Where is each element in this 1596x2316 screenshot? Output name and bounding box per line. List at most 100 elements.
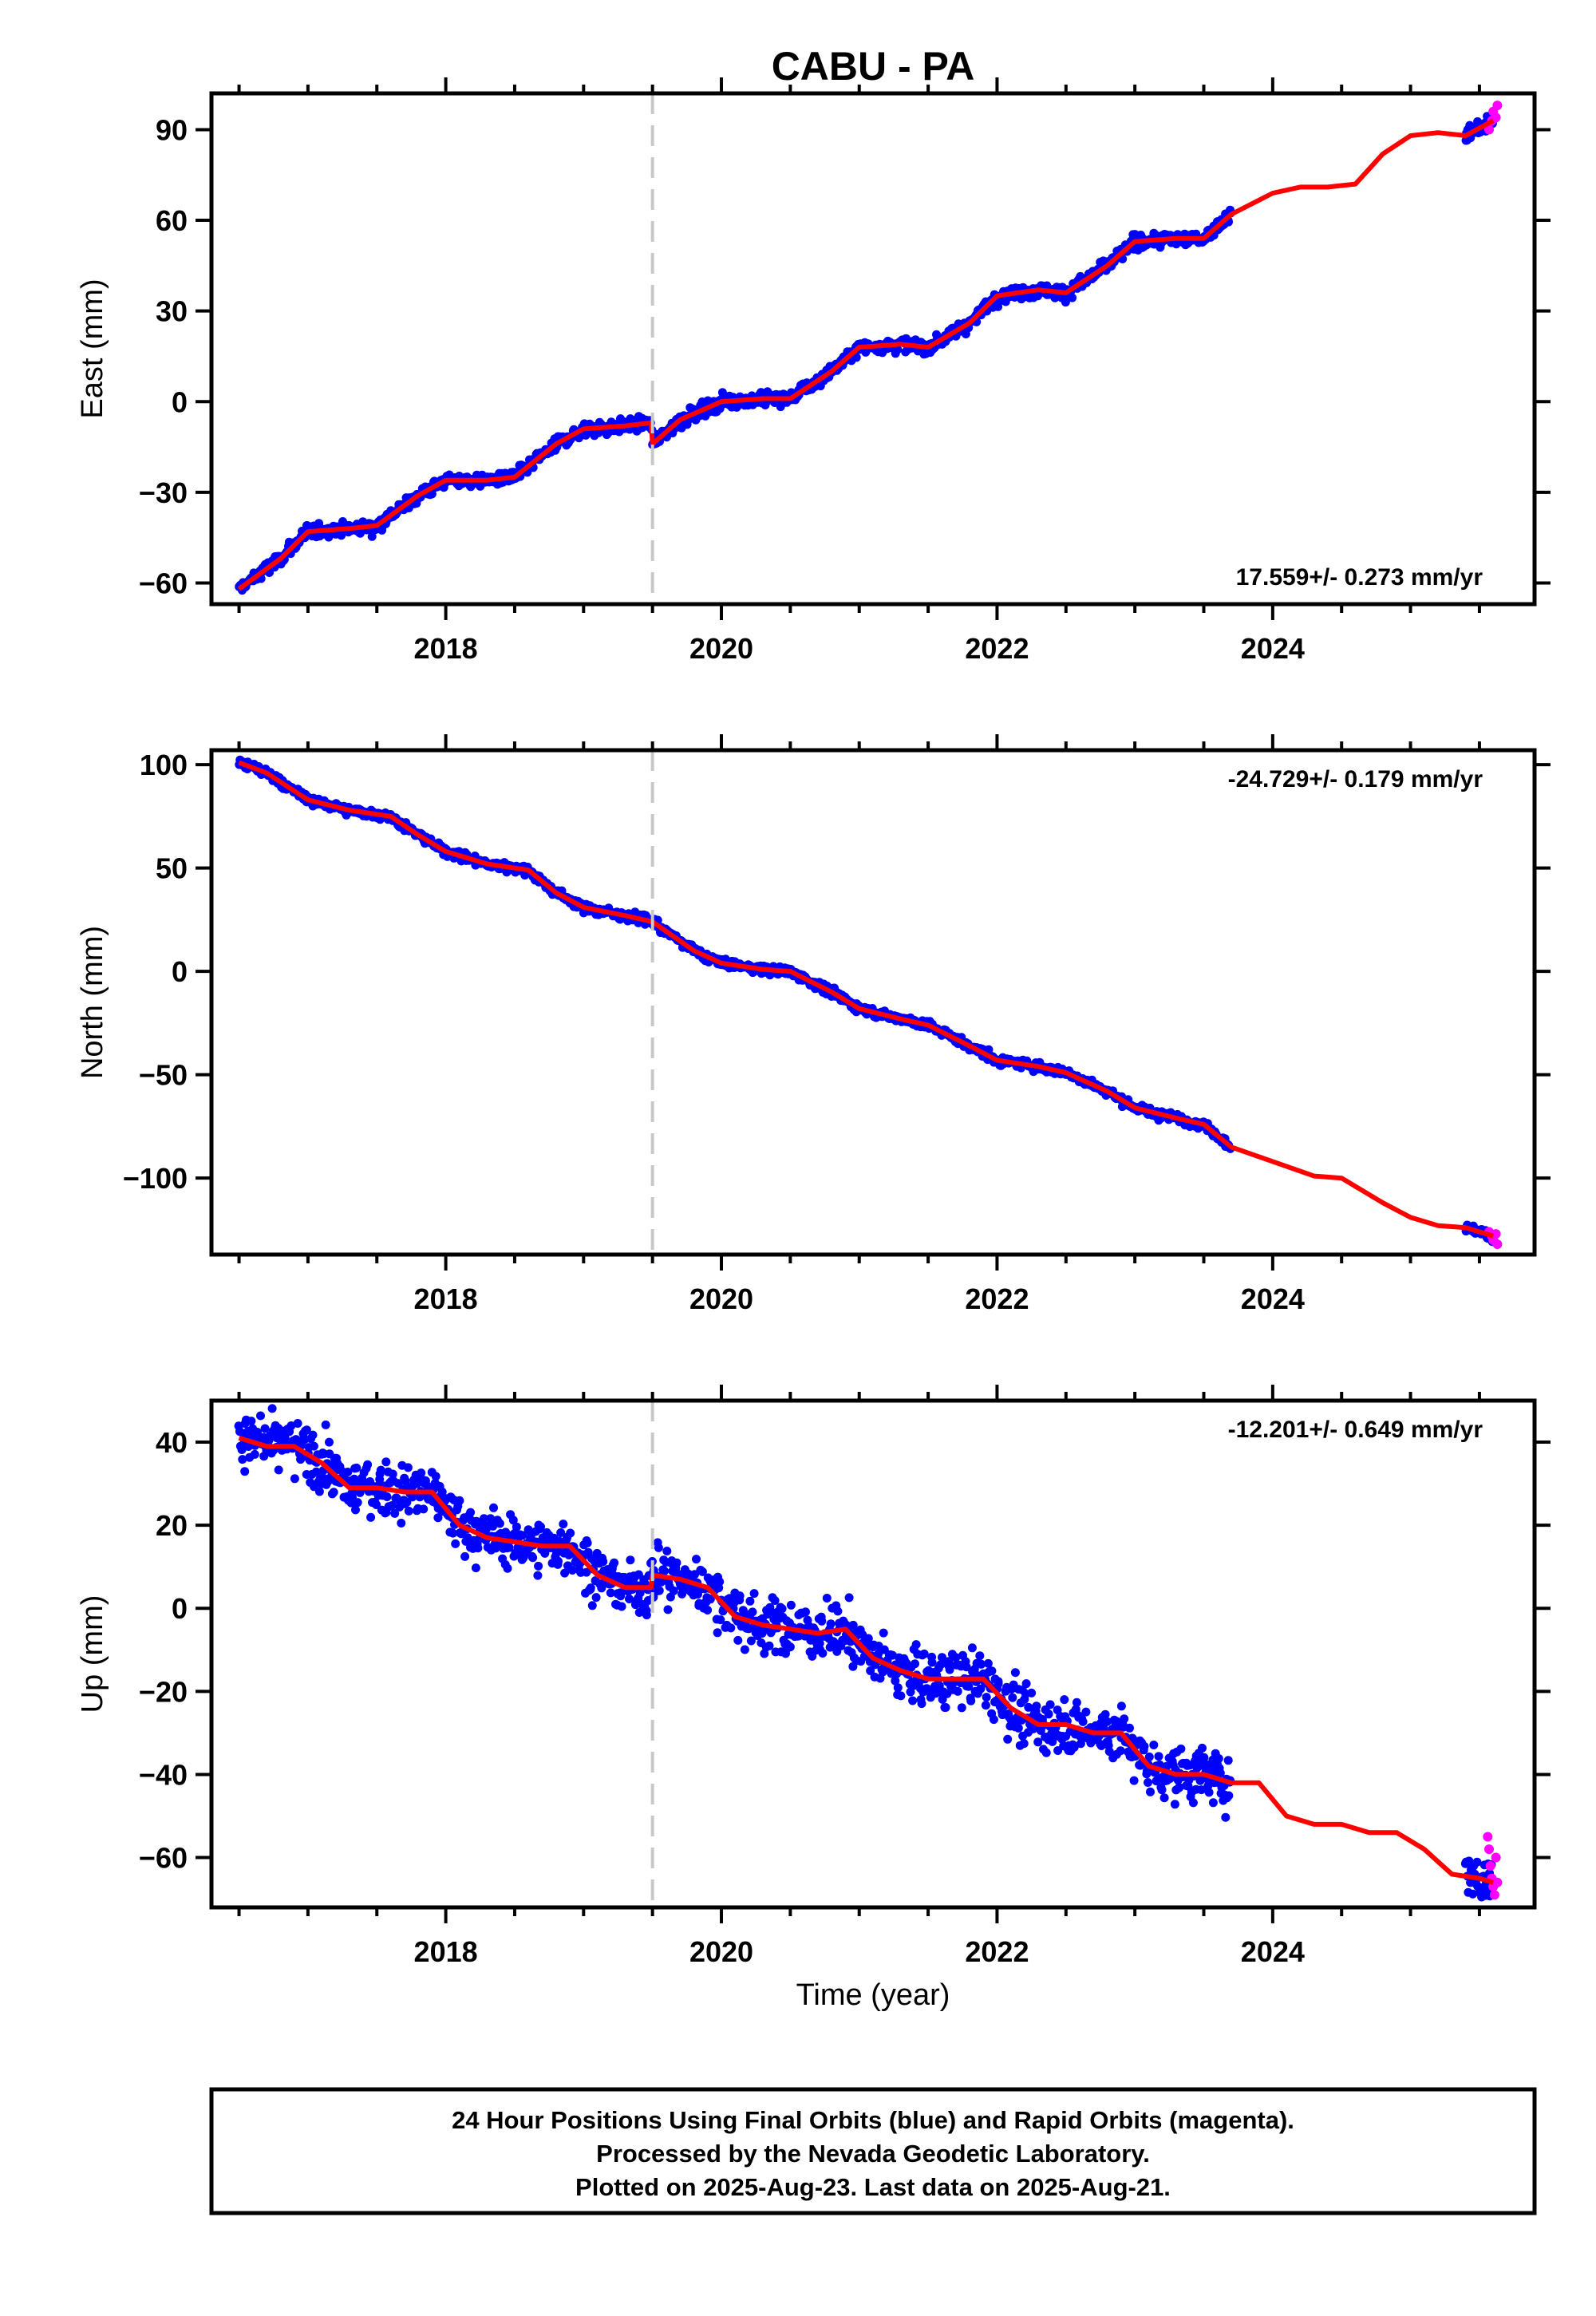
up-y-tick-label: 0	[172, 1592, 188, 1625]
up-final-point	[1045, 1700, 1055, 1709]
up-final-point	[654, 1543, 663, 1552]
up-final-point	[713, 1628, 722, 1638]
up-final-point	[1157, 1785, 1167, 1795]
up-final-point	[848, 1620, 858, 1630]
up-final-point	[567, 1566, 577, 1575]
up-final-point	[314, 1487, 324, 1496]
east-y-tick-label: −30	[139, 476, 188, 509]
up-final-point	[967, 1643, 977, 1653]
up-final-point	[471, 1563, 480, 1573]
up-final-point	[489, 1503, 498, 1512]
up-final-point	[376, 1465, 385, 1475]
up-final-point	[1019, 1739, 1029, 1749]
north-rapid-point	[1491, 1229, 1501, 1239]
east-axis-label: East (mm)	[76, 279, 109, 418]
up-final-point	[587, 1601, 597, 1611]
up-rapid-point	[1483, 1832, 1493, 1842]
up-final-point	[1176, 1744, 1186, 1753]
up-final-point	[745, 1596, 755, 1606]
up-final-point	[325, 1437, 334, 1447]
up-final-point	[1060, 1695, 1069, 1705]
up-final-point	[387, 1501, 397, 1510]
up-ticks: 2018 2020 2022 2024 −60 −40 −20 0 20 40	[139, 1385, 1551, 1968]
up-final-point	[1027, 1688, 1037, 1697]
up-model-line	[238, 1435, 1495, 1885]
east-rapid-points	[1484, 101, 1503, 135]
up-final-point	[329, 1488, 338, 1497]
up-final-point	[451, 1539, 460, 1548]
up-final-point	[1144, 1778, 1152, 1787]
up-frame	[209, 1398, 1537, 1910]
north-y-tick-label: −50	[139, 1059, 188, 1092]
up-final-point	[309, 1441, 318, 1451]
up-final-point	[290, 1474, 299, 1484]
up-final-point	[610, 1558, 619, 1567]
up-final-point	[366, 1512, 376, 1522]
up-final-point	[1081, 1707, 1091, 1717]
up-final-point	[250, 1449, 259, 1459]
up-y-tick-label: −40	[139, 1758, 188, 1791]
up-final-point	[381, 1457, 391, 1467]
up-final-point	[672, 1558, 681, 1567]
footer-box: 24 Hour Positions Using Final Orbits (bl…	[209, 2087, 1537, 2215]
up-final-point	[528, 1553, 538, 1563]
up-final-point	[1044, 1709, 1053, 1719]
up-y-tick-label: 40	[156, 1426, 188, 1459]
east-y-tick-label: 0	[172, 385, 188, 418]
east-x-tick-label: 2024	[1241, 632, 1305, 665]
up-final-point	[1024, 1702, 1033, 1712]
up-final-point	[390, 1508, 400, 1518]
north-axis-label: North (mm)	[76, 926, 109, 1079]
up-final-point	[957, 1703, 966, 1713]
east-x-tick-label: 2022	[965, 632, 1029, 665]
up-final-point	[1175, 1783, 1184, 1792]
north-y-tick-label: −100	[123, 1162, 188, 1195]
up-final-point	[786, 1600, 796, 1610]
up-final-point	[746, 1636, 756, 1646]
up-final-point	[240, 1467, 250, 1476]
up-final-point	[777, 1604, 787, 1614]
up-final-point	[586, 1583, 595, 1593]
up-rapid-point	[1485, 1861, 1495, 1871]
east-y-tick-label: −60	[139, 567, 188, 599]
up-final-point	[1125, 1723, 1134, 1733]
up-final-point	[705, 1595, 715, 1604]
up-final-point	[697, 1567, 707, 1576]
x-axis-label: Time (year)	[796, 1978, 950, 2012]
up-final-point	[582, 1567, 591, 1577]
up-final-point	[977, 1659, 986, 1669]
east-rapid-point	[1484, 124, 1494, 135]
up-final-point	[504, 1543, 514, 1552]
up-final-point	[1003, 1734, 1013, 1744]
up-final-point	[556, 1528, 566, 1537]
up-final-point	[1116, 1701, 1126, 1711]
up-final-point	[1021, 1679, 1031, 1689]
up-final-point	[419, 1504, 429, 1514]
up-final-point	[801, 1607, 810, 1617]
up-final-point	[1159, 1793, 1169, 1803]
up-final-point	[1146, 1787, 1155, 1796]
up-final-point	[247, 1417, 256, 1426]
up-final-point	[962, 1662, 971, 1672]
up-final-point	[353, 1498, 362, 1508]
up-final-point	[833, 1607, 843, 1616]
up-final-point	[735, 1591, 745, 1601]
up-final-point	[238, 1455, 247, 1464]
up-final-point	[976, 1684, 986, 1694]
up-final-point	[785, 1642, 795, 1652]
up-final-point	[634, 1608, 644, 1617]
north-y-tick-label: 100	[140, 749, 188, 781]
north-model-line	[238, 760, 1495, 1239]
up-final-point	[1149, 1741, 1159, 1749]
up-final-point	[770, 1596, 780, 1605]
up-final-point	[1224, 1791, 1234, 1800]
north-rate-label: -24.729+/- 0.179 mm/yr	[1228, 766, 1483, 792]
up-final-point	[351, 1505, 360, 1515]
up-final-point	[473, 1543, 483, 1553]
up-axis-label: Up (mm)	[76, 1595, 109, 1713]
north-x-tick-label: 2020	[689, 1282, 753, 1315]
east-final-point	[1068, 293, 1077, 302]
up-final-point	[911, 1659, 919, 1669]
up-final-point	[1199, 1753, 1209, 1762]
east-scatter-points	[235, 112, 1497, 595]
